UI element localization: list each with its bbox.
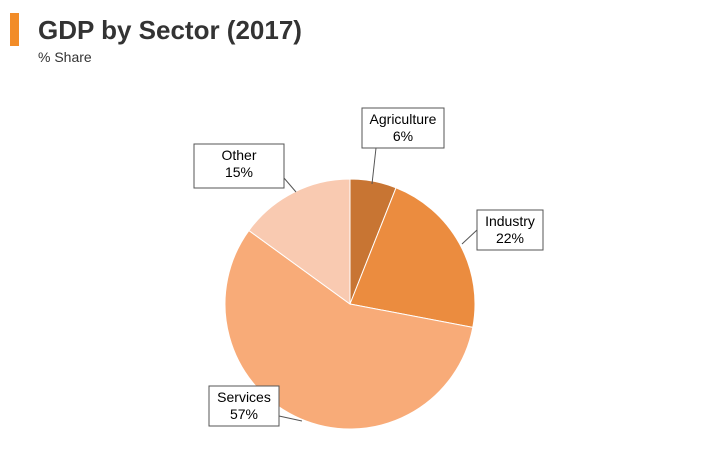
slice-value-label: 6% <box>393 128 413 144</box>
slice-value-label: 22% <box>496 230 524 246</box>
callout-box <box>193 143 285 189</box>
slice-label: Industry <box>485 213 535 229</box>
chart-subtitle: % Share <box>38 49 92 65</box>
slice-label: Agriculture <box>370 111 437 127</box>
callout-leader-line <box>283 177 297 193</box>
callout-leader-line <box>371 147 377 185</box>
pie-slice-other <box>248 178 351 305</box>
callout-box <box>208 385 280 427</box>
callout-leader-line <box>461 229 478 245</box>
pie-slice-industry <box>349 187 476 329</box>
slice-value-label: 57% <box>230 406 258 422</box>
pie-slice-services <box>224 229 474 430</box>
callout-leader-line <box>278 415 303 422</box>
callout-box <box>476 209 544 251</box>
title-accent-bar <box>10 13 19 46</box>
callout-box <box>361 107 445 149</box>
slice-value-label: 15% <box>225 164 253 180</box>
slice-label: Other <box>221 147 256 163</box>
pie-slices <box>224 178 476 430</box>
slice-label: Services <box>217 389 271 405</box>
chart-title: GDP by Sector (2017) <box>38 15 302 45</box>
